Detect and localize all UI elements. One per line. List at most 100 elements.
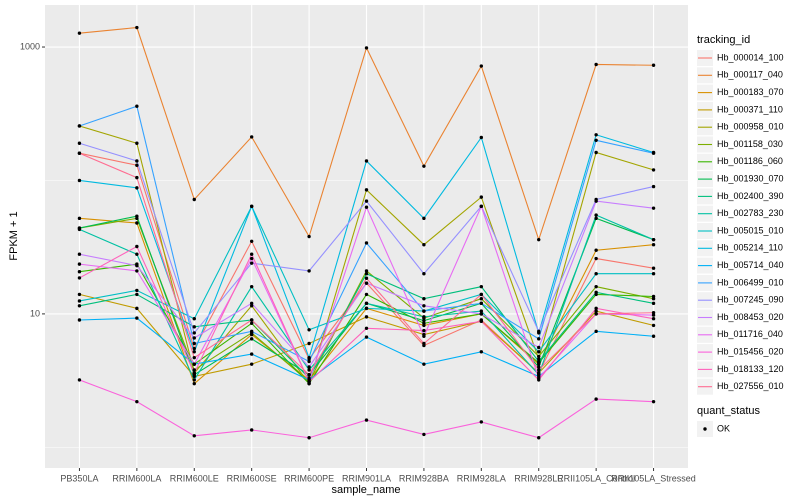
data-point [77,124,82,128]
data-point [364,205,369,209]
data-point [594,150,598,155]
data-point [135,269,139,273]
data-point [651,168,656,172]
legend-label: Hb_005015_010 [717,225,784,235]
legend-label: Hb_000117_040 [717,70,783,80]
data-point [135,221,139,225]
data-point [594,199,598,203]
data-point [651,237,656,242]
data-point [364,326,369,330]
data-point [422,243,426,247]
data-point [364,272,369,276]
data-point [77,178,82,183]
data-point [651,301,656,306]
data-point [77,304,82,308]
data-point [594,216,598,221]
data-point [249,337,254,341]
data-point [651,294,656,299]
data-point [135,141,139,145]
legend-label: Hb_015456_020 [717,346,784,356]
data-point [77,31,82,35]
data-point [537,350,541,354]
data-point [537,337,541,341]
legend-label: Hb_002400_390 [717,191,784,201]
data-point [594,272,598,276]
data-point [364,188,369,192]
data-point [135,175,139,180]
data-point [594,133,598,137]
data-point [307,341,311,346]
data-point [77,227,82,232]
data-point [192,362,196,366]
data-point [135,25,139,30]
data-point [651,399,656,404]
data-point [537,357,541,361]
data-point [249,252,254,256]
data-point [192,368,196,372]
data-point [651,266,656,270]
data-point [422,309,426,313]
y-tick-label: 10 [30,308,40,318]
data-point [249,318,254,322]
data-point [364,269,369,273]
legend-label: OK [717,423,730,433]
data-point [651,243,656,247]
x-tick-label: RRIM600PE [284,473,334,483]
data-point [594,138,598,142]
data-point [651,184,656,189]
legend-point [703,427,707,431]
data-point [422,321,426,326]
data-point [594,62,598,67]
data-point [249,428,254,432]
data-point [249,204,254,209]
data-point [422,164,426,168]
data-point [192,341,196,346]
data-point [651,334,656,338]
data-point [594,290,598,295]
data-point [192,434,196,438]
data-point [479,309,484,313]
x-tick-label: RRIM928LA [457,473,506,483]
data-point [192,371,196,375]
legend-label: Hb_008453_020 [717,312,784,322]
data-point [537,368,541,372]
x-tick-label: RRIM600SE [227,473,277,483]
x-tick-label: RRIM600LA [112,473,161,483]
data-point [135,306,139,311]
data-point [307,380,311,384]
data-point [651,151,656,155]
data-point [249,284,254,289]
data-point [77,151,82,155]
data-point [135,252,139,256]
data-point [422,362,426,366]
legend-label: Hb_000014_100 [717,52,784,62]
data-point [249,256,254,261]
x-tick-label: PB350LA [60,473,98,483]
data-point [479,301,484,306]
data-point [249,362,254,366]
data-point [307,269,311,273]
data-point [192,355,196,360]
data-point [479,195,484,199]
data-point [594,213,598,217]
data-point [422,216,426,221]
data-point [537,345,541,350]
data-point [307,373,311,377]
data-point [135,214,139,218]
data-point [307,368,311,372]
data-point [537,436,541,440]
y-axis-title: FPKM + 1 [8,211,20,260]
data-point [364,335,369,339]
legend-label: Hb_005714_040 [717,260,784,270]
data-point [249,321,254,326]
data-point [77,378,82,382]
data-point [135,163,139,167]
data-point [77,252,82,256]
data-point [307,355,311,360]
data-point [135,104,139,108]
x-tick-label: RRII105LA_Control [557,473,635,483]
data-point [479,135,484,140]
data-point [192,346,196,351]
data-point [192,336,196,340]
data-point [77,270,82,274]
